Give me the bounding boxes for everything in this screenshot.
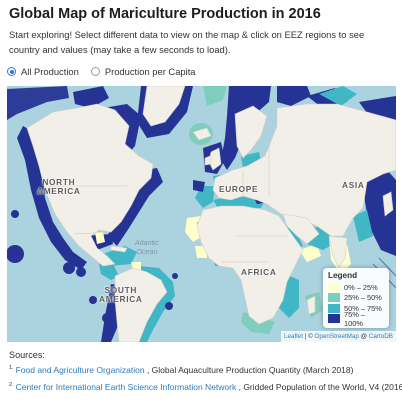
radio-all-production-label: All Production (21, 66, 79, 77)
eez-zone[interactable] (63, 262, 75, 274)
eez-zone[interactable] (277, 86, 311, 106)
continent-label-south-america: SOUTH AMERICA (99, 285, 143, 304)
india-landmass (328, 235, 348, 269)
eez-zone[interactable] (195, 246, 207, 258)
eez-zone[interactable] (172, 273, 178, 279)
north-america-landmass (26, 103, 154, 267)
continent-label-asia: ASIA (342, 180, 365, 190)
ciesin-link[interactable]: Center for International Earth Science I… (15, 382, 237, 392)
eurasia-landmass (212, 103, 396, 237)
ireland-landmass (204, 155, 212, 166)
iceland-landmass (192, 127, 212, 141)
ocean-label-atlantic: Atlantic Ocean (135, 238, 159, 256)
carto-link[interactable]: CartoDB (368, 333, 393, 340)
eez-zone[interactable] (203, 86, 227, 106)
eez-zone[interactable] (76, 267, 86, 277)
legend-swatch (328, 314, 340, 324)
legend-swatch (328, 282, 340, 292)
radio-production-per-capita-label: Production per Capita (104, 66, 196, 77)
south-america-landmass (114, 267, 168, 342)
legend-label: 0% – 25% (344, 282, 378, 292)
eez-zone[interactable] (89, 296, 97, 304)
ref-number: 2. (9, 382, 14, 389)
border-layer (47, 126, 287, 263)
arabia-landmass (282, 213, 320, 245)
continent-label-europe: EUROPE (219, 184, 259, 194)
land-layer (26, 86, 396, 342)
eez-zone[interactable] (195, 186, 215, 208)
legend-label: 25% – 50% (344, 293, 382, 303)
legend-item: 25% – 50% (328, 293, 384, 304)
cuba-landmass (110, 245, 128, 253)
radio-checked-icon[interactable] (7, 67, 16, 76)
legend-label: 75% – 100% (344, 309, 365, 328)
eez-zone[interactable] (7, 86, 69, 120)
ref-number: 1. (9, 365, 14, 372)
eez-zone[interactable] (319, 86, 357, 106)
eez-zone[interactable] (243, 94, 263, 108)
eez-zone[interactable] (299, 244, 321, 262)
continent-label-north-america: NORTH AMERICA (37, 177, 81, 196)
osm-link[interactable]: OpenStreetMap (314, 333, 359, 340)
map-canvas[interactable] (7, 86, 396, 342)
legend-label: 50% – 75% (344, 303, 382, 313)
scandinavia-landmass (234, 105, 268, 159)
radio-all-production[interactable]: All Production (7, 66, 79, 77)
legend-title: Legend (328, 271, 358, 280)
japan-landmass (382, 191, 394, 217)
eez-zone[interactable] (363, 170, 396, 256)
data-selector: All Production Production per Capita (7, 66, 196, 77)
eez-zone[interactable] (353, 210, 373, 242)
eez-zone[interactable] (102, 313, 112, 323)
source-ref-2: 2. Center for International Earth Science… (9, 382, 402, 392)
legend-swatch (328, 303, 340, 313)
source-ref-1: 1. Food and Agriculture Organization , Gl… (9, 365, 353, 375)
eez-zone[interactable] (95, 232, 105, 244)
eez-zone[interactable] (165, 302, 173, 310)
sources-heading: Sources: (9, 350, 45, 360)
attribution-at: @ (358, 333, 369, 340)
map-legend: Legend 0% – 25% 25% – 50% 50% – 75% 75% … (323, 268, 389, 328)
legend-item: 75% – 100% (328, 310, 384, 328)
fao-link[interactable]: Food and Agriculture Organization (15, 365, 145, 375)
world-map[interactable]: NORTH AMERICA SOUTH AMERICA EUROPE ASIA … (7, 86, 396, 342)
radio-unchecked-icon[interactable] (90, 67, 100, 76)
ref-text: , Gridded Population of the World, V4 (2… (236, 382, 402, 392)
attribution-separator: | © (302, 333, 315, 340)
legend-swatch (328, 293, 340, 303)
eez-zone[interactable] (73, 86, 109, 108)
page-title: Global Map of Mariculture Production in … (9, 6, 321, 22)
legend-item: 0% – 25% (328, 282, 384, 293)
radio-production-per-capita[interactable]: Production per Capita (90, 66, 196, 77)
madagascar-landmass (306, 295, 316, 315)
eez-zone[interactable] (7, 245, 24, 263)
greenland-landmass (142, 86, 186, 127)
intro-text: Start exploring! Select different data t… (9, 29, 365, 55)
continent-label-africa: AFRICA (241, 267, 277, 277)
map-attribution: Leaflet | © OpenStreetMap @ CartoDB (281, 331, 396, 342)
leaflet-link[interactable]: Leaflet (284, 333, 303, 340)
eez-zone[interactable] (11, 210, 19, 218)
eez-zone[interactable] (193, 180, 205, 192)
ref-text: , Global Aquaculture Production Quantity… (144, 365, 354, 375)
eez-zone[interactable] (17, 126, 87, 270)
legend-item: 50% – 75% (328, 303, 384, 314)
eez-zone[interactable] (107, 168, 163, 246)
africa-landmass (196, 205, 304, 325)
